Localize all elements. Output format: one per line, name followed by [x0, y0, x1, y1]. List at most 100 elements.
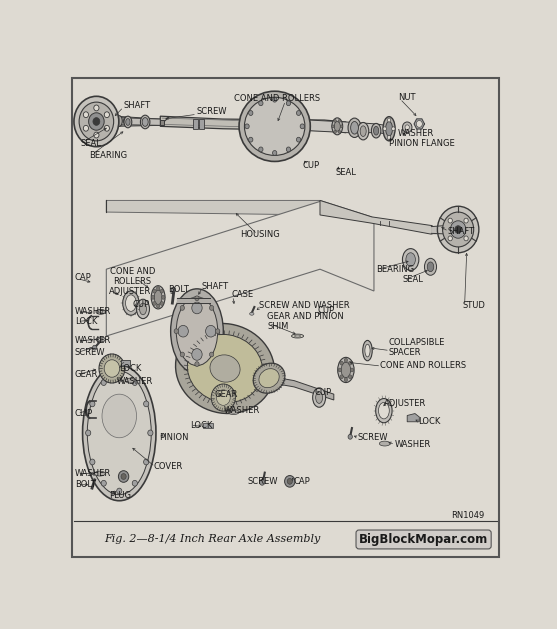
Text: ADJUSTER: ADJUSTER	[384, 399, 426, 408]
Circle shape	[84, 112, 89, 118]
Text: LOCK: LOCK	[418, 417, 441, 426]
Circle shape	[248, 111, 253, 116]
Text: LOCK: LOCK	[189, 421, 212, 430]
Text: SCREW: SCREW	[248, 477, 278, 486]
Text: BOLT: BOLT	[168, 285, 189, 294]
Text: CUP: CUP	[315, 388, 332, 398]
Text: CAP: CAP	[293, 477, 310, 486]
Ellipse shape	[372, 123, 381, 138]
Ellipse shape	[427, 262, 434, 272]
Ellipse shape	[87, 371, 151, 494]
Circle shape	[144, 401, 149, 407]
Circle shape	[116, 488, 122, 494]
Polygon shape	[414, 124, 419, 129]
Text: WASHER: WASHER	[75, 469, 111, 478]
Circle shape	[94, 132, 99, 138]
Ellipse shape	[96, 309, 105, 314]
Circle shape	[300, 124, 305, 129]
Text: BEARING: BEARING	[376, 265, 414, 274]
Text: CONE AND ROLLERS: CONE AND ROLLERS	[234, 94, 320, 103]
Ellipse shape	[332, 118, 343, 135]
Text: WASHER: WASHER	[394, 440, 431, 449]
Text: CASE: CASE	[232, 290, 253, 299]
Bar	[199, 119, 204, 129]
Polygon shape	[106, 201, 372, 223]
Text: RN1049: RN1049	[451, 511, 484, 520]
Ellipse shape	[125, 295, 136, 311]
Text: SCREW AND WASHER: SCREW AND WASHER	[258, 301, 349, 310]
Text: SEAL: SEAL	[80, 139, 101, 148]
Circle shape	[132, 481, 138, 486]
Ellipse shape	[424, 259, 437, 276]
Circle shape	[349, 375, 352, 379]
Ellipse shape	[154, 290, 162, 304]
Polygon shape	[106, 201, 374, 336]
Text: WASHER: WASHER	[75, 337, 111, 345]
Text: CUP: CUP	[303, 160, 320, 170]
Polygon shape	[419, 124, 424, 129]
Circle shape	[344, 377, 348, 382]
Text: GEAR: GEAR	[75, 370, 98, 379]
Ellipse shape	[403, 122, 412, 133]
Circle shape	[119, 470, 129, 482]
Text: BOLT: BOLT	[75, 480, 96, 489]
Circle shape	[260, 479, 265, 485]
Circle shape	[272, 150, 277, 155]
Ellipse shape	[124, 116, 132, 128]
Polygon shape	[417, 124, 422, 129]
Circle shape	[174, 329, 178, 333]
Circle shape	[84, 125, 89, 131]
Text: SCREW: SCREW	[75, 348, 105, 357]
Ellipse shape	[95, 471, 105, 476]
Text: SCREW: SCREW	[197, 108, 227, 116]
Circle shape	[448, 236, 452, 241]
Circle shape	[89, 113, 104, 130]
Ellipse shape	[245, 97, 305, 155]
Text: CLIP: CLIP	[75, 409, 93, 418]
Ellipse shape	[136, 299, 149, 319]
Circle shape	[90, 459, 95, 465]
Ellipse shape	[82, 365, 156, 501]
Circle shape	[104, 125, 109, 131]
Circle shape	[93, 118, 100, 125]
Text: PLUG: PLUG	[109, 491, 131, 501]
Circle shape	[340, 375, 343, 379]
Circle shape	[116, 372, 122, 377]
Circle shape	[248, 137, 253, 142]
Ellipse shape	[351, 121, 358, 134]
Circle shape	[464, 218, 468, 223]
Text: GEAR: GEAR	[214, 390, 238, 399]
Circle shape	[350, 368, 354, 372]
Bar	[120, 360, 130, 366]
Text: WASHER: WASHER	[398, 129, 434, 138]
Ellipse shape	[379, 441, 390, 446]
Circle shape	[171, 287, 175, 292]
Text: CUP: CUP	[318, 306, 335, 315]
Circle shape	[162, 296, 165, 299]
Ellipse shape	[123, 291, 139, 315]
Polygon shape	[320, 201, 432, 235]
Circle shape	[272, 97, 277, 102]
Ellipse shape	[365, 344, 370, 357]
Circle shape	[287, 479, 292, 484]
Circle shape	[349, 361, 352, 365]
Ellipse shape	[176, 297, 218, 365]
Text: SEAL: SEAL	[335, 168, 356, 177]
Ellipse shape	[295, 335, 301, 337]
Circle shape	[104, 112, 109, 118]
Text: SHAFT: SHAFT	[201, 282, 228, 291]
Ellipse shape	[99, 311, 103, 313]
Ellipse shape	[363, 340, 372, 361]
Circle shape	[148, 430, 153, 436]
Polygon shape	[407, 413, 419, 422]
Text: NUT: NUT	[398, 92, 415, 102]
Circle shape	[99, 354, 125, 383]
Text: STUD: STUD	[462, 301, 485, 310]
Circle shape	[338, 120, 341, 122]
Circle shape	[132, 380, 138, 386]
Ellipse shape	[383, 116, 395, 141]
Circle shape	[451, 221, 466, 238]
Circle shape	[153, 301, 156, 306]
Circle shape	[344, 359, 348, 362]
Ellipse shape	[259, 369, 279, 387]
